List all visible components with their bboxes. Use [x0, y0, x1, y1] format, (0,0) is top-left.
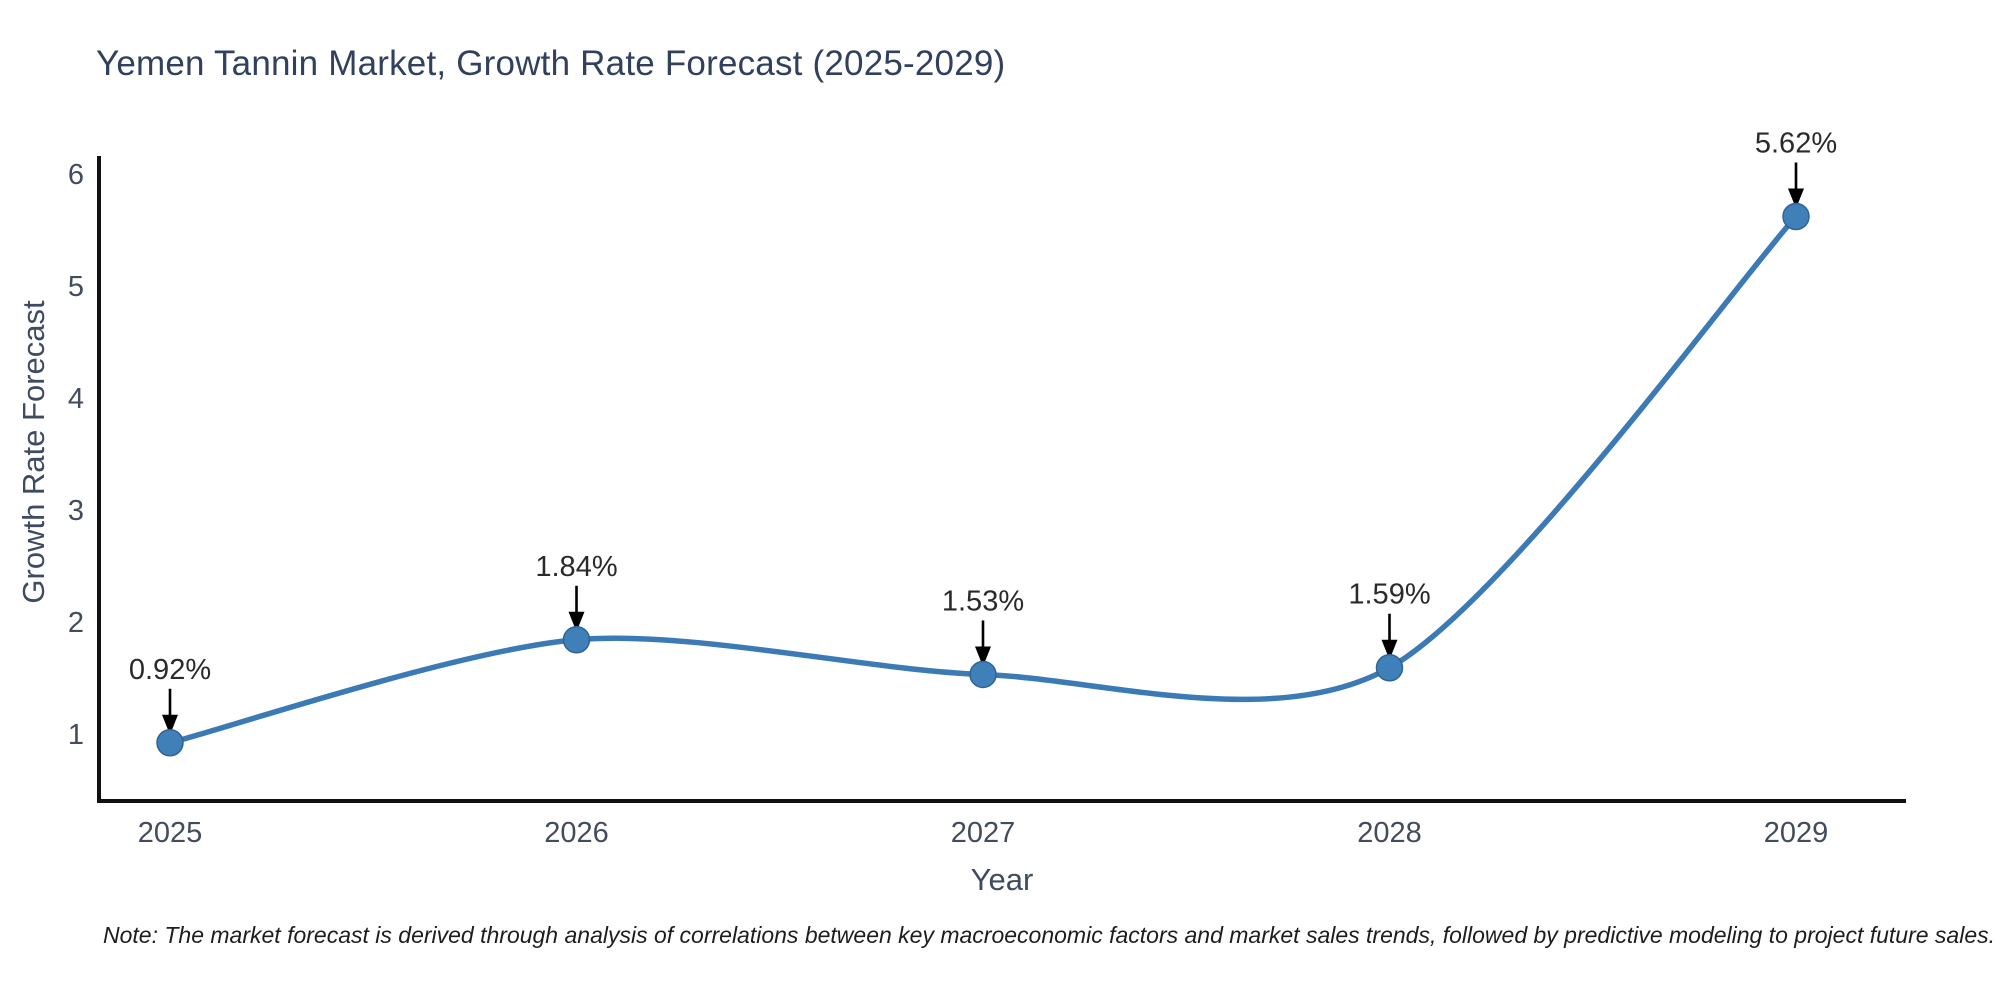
annotation-arrowhead-icon [162, 714, 178, 735]
y-tick-label: 1 [68, 719, 84, 751]
x-tick-label: 2029 [1764, 817, 1829, 849]
x-tick-label: 2026 [544, 817, 609, 849]
y-tick-label: 4 [68, 383, 84, 415]
annotation-arrowhead-icon [1381, 639, 1398, 660]
data-point-marker[interactable] [969, 660, 997, 689]
point-value-label: 1.53% [942, 585, 1024, 617]
x-tick-label: 2027 [951, 817, 1016, 849]
annotation-arrowhead-icon [975, 646, 991, 667]
data-point-marker[interactable] [562, 626, 591, 654]
x-tick-label: 2028 [1357, 817, 1422, 849]
forecast-line [167, 213, 1799, 746]
y-tick-label: 6 [68, 159, 84, 191]
x-tick-label: 2025 [138, 817, 203, 849]
data-point-marker[interactable] [1782, 202, 1810, 231]
y-tick-label: 2 [68, 607, 84, 639]
chart-title: Yemen Tannin Market, Growth Rate Forecas… [96, 44, 1006, 83]
annotation-arrowhead-icon [568, 611, 585, 632]
point-value-label: 1.84% [535, 551, 617, 583]
x-axis-title: Year [970, 862, 1034, 897]
data-point-marker[interactable] [156, 729, 184, 757]
y-tick-label: 3 [68, 495, 84, 527]
annotation-arrowhead-icon [1788, 188, 1804, 209]
footnote: Note: The market forecast is derived thr… [103, 922, 1996, 948]
data-point-marker[interactable] [1375, 653, 1404, 682]
point-value-label: 1.59% [1348, 579, 1430, 611]
y-tick-label: 5 [68, 271, 84, 303]
point-value-label: 5.62% [1755, 127, 1837, 159]
point-value-label: 0.92% [129, 654, 211, 686]
